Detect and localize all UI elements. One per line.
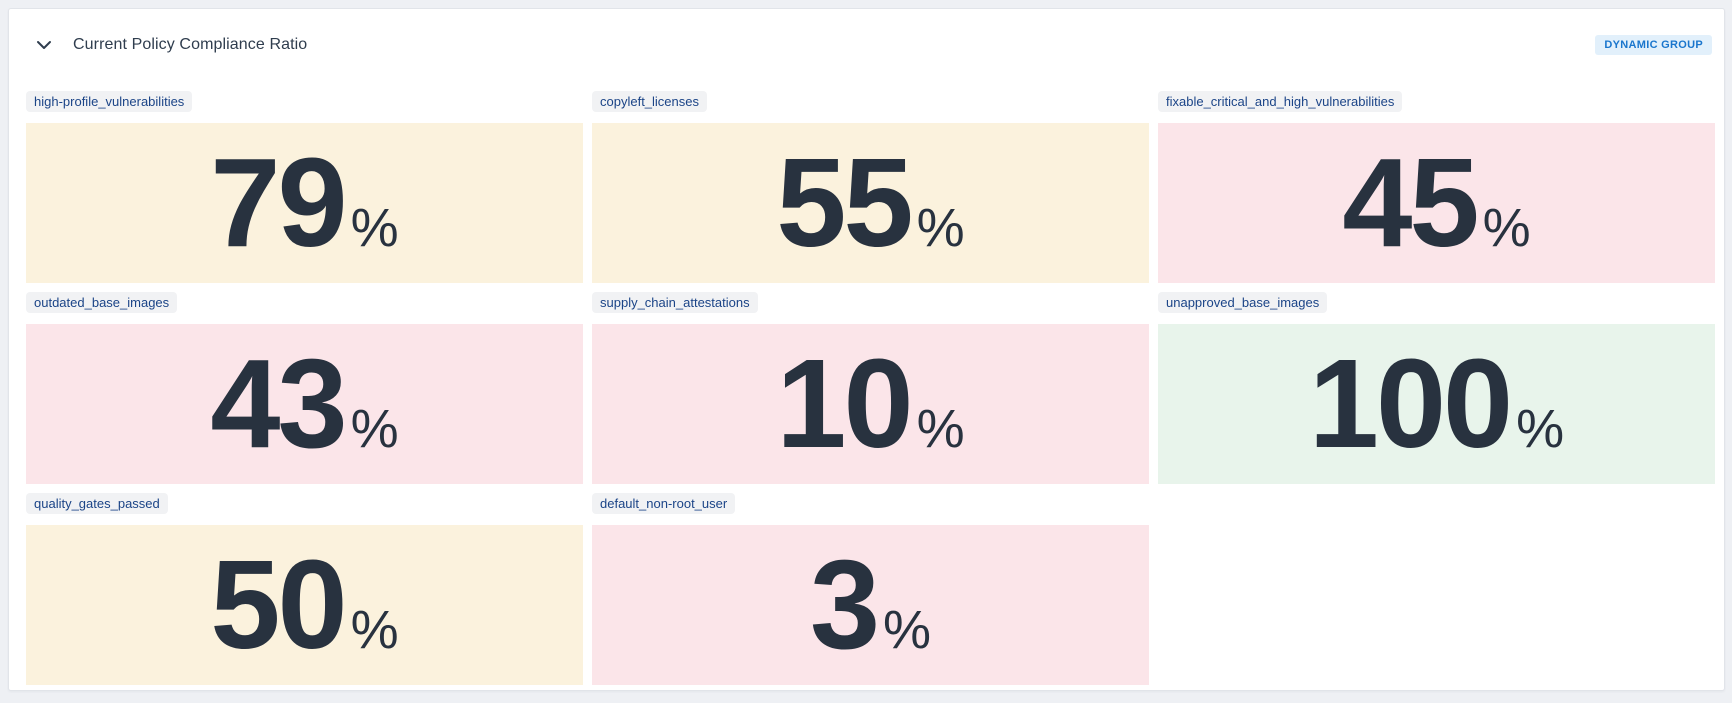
metric-cell: high-profile_vulnerabilities 79 % [26, 91, 583, 283]
metric-value-tile: 79 % [26, 123, 583, 283]
metric-label-row: copyleft_licenses [592, 91, 1149, 112]
compliance-ratio-panel: Current Policy Compliance Ratio DYNAMIC … [8, 8, 1725, 691]
metric-label-row: outdated_base_images [26, 292, 583, 313]
metric-label-chip: default_non-root_user [592, 493, 736, 514]
metric-value-tile: 45 % [1158, 123, 1715, 283]
metric-value-tile: 10 % [592, 324, 1149, 484]
metric-label-chip: fixable_critical_and_high_vulnerabilitie… [1158, 91, 1403, 112]
metric-label-chip: copyleft_licenses [592, 91, 707, 112]
metric-cell: outdated_base_images 43 % [26, 292, 583, 484]
metric-label-chip: supply_chain_attestations [592, 292, 758, 313]
metric-unit: % [916, 398, 965, 459]
metric-unit: % [350, 398, 399, 459]
metric-unit: % [350, 197, 399, 258]
metric-value: 3 [809, 533, 880, 675]
metric-unit: % [916, 197, 965, 258]
metric-label-row: unapproved_base_images [1158, 292, 1715, 313]
metric-grid: high-profile_vulnerabilities 79 % copyle… [26, 91, 1715, 685]
metric-value-row: 43 % [210, 332, 399, 474]
metric-value: 55 [776, 131, 913, 273]
metric-value-tile: 50 % [26, 525, 583, 685]
dynamic-group-badge: DYNAMIC GROUP [1595, 35, 1712, 55]
metric-cell: supply_chain_attestations 10 % [592, 292, 1149, 484]
metric-value-tile: 43 % [26, 324, 583, 484]
metric-value-row: 3 % [809, 533, 932, 675]
metric-label-row: quality_gates_passed [26, 493, 583, 514]
metric-value-row: 10 % [776, 332, 965, 474]
metric-label-chip: quality_gates_passed [26, 493, 168, 514]
metric-label-row: default_non-root_user [592, 493, 1149, 514]
metric-value: 43 [210, 332, 347, 474]
metric-cell: unapproved_base_images 100 % [1158, 292, 1715, 484]
metric-value-row: 55 % [776, 131, 965, 273]
metric-cell: default_non-root_user 3 % [592, 493, 1149, 685]
metric-unit: % [1482, 197, 1531, 258]
metric-value: 100 [1308, 332, 1513, 474]
metric-value-row: 100 % [1308, 332, 1565, 474]
panel-title: Current Policy Compliance Ratio [73, 36, 308, 53]
metric-unit: % [1516, 398, 1565, 459]
metric-label-chip: unapproved_base_images [1158, 292, 1328, 313]
metric-label-chip: outdated_base_images [26, 292, 178, 313]
metric-cell: quality_gates_passed 50 % [26, 493, 583, 685]
metric-value: 50 [210, 533, 347, 675]
metric-cell: copyleft_licenses 55 % [592, 91, 1149, 283]
metric-value-tile: 100 % [1158, 324, 1715, 484]
metric-unit: % [883, 599, 932, 660]
metric-value-row: 50 % [210, 533, 399, 675]
metric-cell: fixable_critical_and_high_vulnerabilitie… [1158, 91, 1715, 283]
metric-label-chip: high-profile_vulnerabilities [26, 91, 193, 112]
metric-value-tile: 3 % [592, 525, 1149, 685]
metric-value-row: 79 % [210, 131, 399, 273]
metric-value: 45 [1342, 131, 1479, 273]
metric-label-row: high-profile_vulnerabilities [26, 91, 583, 112]
metric-value-row: 45 % [1342, 131, 1531, 273]
metric-value: 10 [776, 332, 913, 474]
chevron-down-icon [37, 41, 51, 49]
metric-value-tile: 55 % [592, 123, 1149, 283]
collapse-panel-button[interactable] [35, 36, 53, 54]
panel-header: Current Policy Compliance Ratio DYNAMIC … [9, 9, 1724, 55]
metric-label-row: supply_chain_attestations [592, 292, 1149, 313]
metric-unit: % [350, 599, 399, 660]
metric-value: 79 [210, 131, 347, 273]
metric-label-row: fixable_critical_and_high_vulnerabilitie… [1158, 91, 1715, 112]
